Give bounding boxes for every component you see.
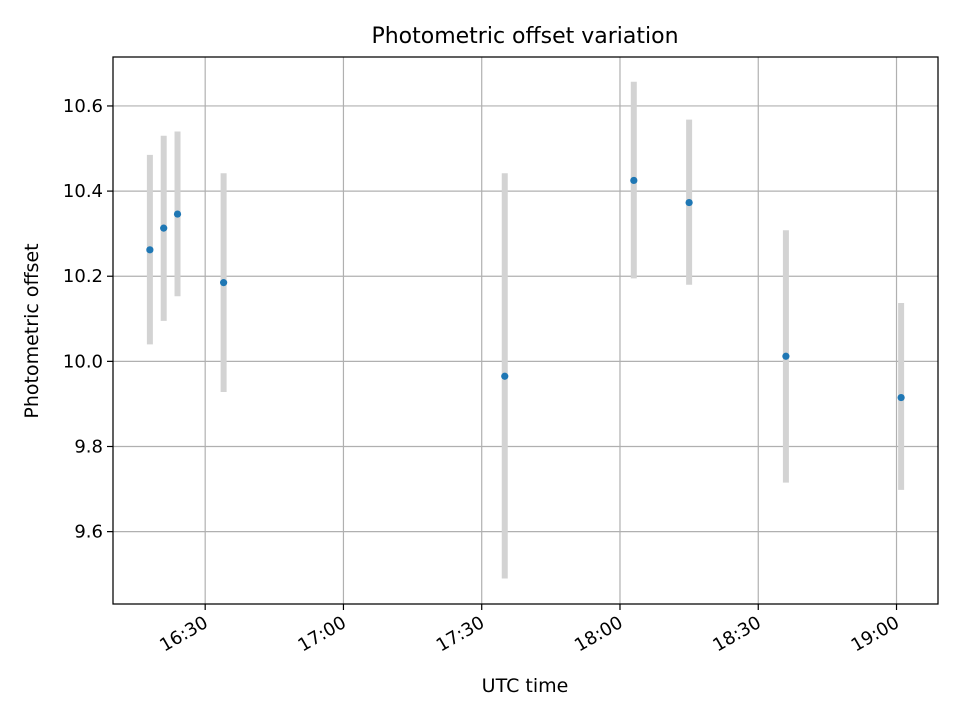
x-tick-label: 17:30: [433, 612, 488, 656]
y-axis-label: Photometric offset: [21, 243, 43, 418]
data-point: [685, 198, 693, 207]
data-point: [630, 176, 638, 185]
data-point: [501, 372, 509, 380]
data-point: [782, 352, 790, 360]
point-layer: [146, 176, 905, 402]
data-point: [160, 224, 168, 232]
y-tick-label: 10.6: [63, 96, 103, 117]
x-tick-label: 19:00: [848, 612, 903, 656]
x-tick-label: 18:00: [571, 612, 626, 656]
y-tick-label: 10.4: [63, 181, 103, 202]
x-tick-label: 18:30: [709, 612, 764, 656]
tick-layer: 16:30 17:00 17:30 18:00 18:30 19:00 9.6 9.8 10.0…: [63, 96, 903, 656]
errorbar-layer: [146, 81, 905, 579]
x-tick-label: 17:00: [295, 612, 350, 656]
y-tick-label: 9.6: [74, 522, 103, 543]
chart-title: Photometric offset variation: [371, 24, 678, 49]
y-tick-label: 10.2: [63, 266, 103, 287]
y-tick-label: 10.0: [63, 351, 103, 372]
data-point: [220, 279, 228, 287]
data-point: [897, 393, 905, 402]
x-tick-label: 16:30: [156, 612, 211, 656]
grid-layer: [113, 57, 938, 604]
data-point: [173, 210, 182, 218]
x-axis-label: UTC time: [482, 675, 569, 697]
data-point: [146, 246, 154, 254]
plot-frame: [112, 56, 939, 605]
y-tick-label: 9.8: [74, 436, 103, 457]
